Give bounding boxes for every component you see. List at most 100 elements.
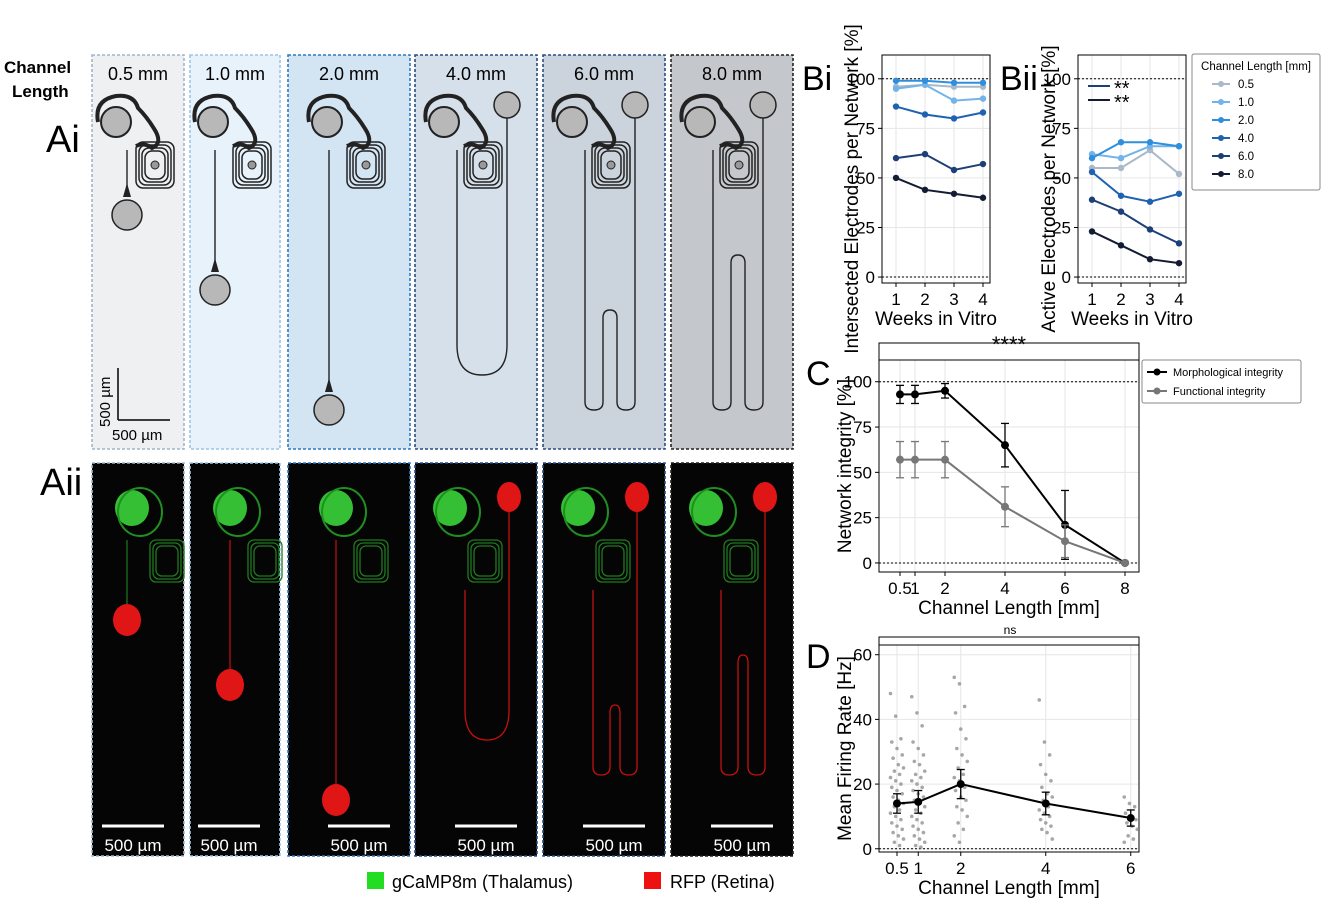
- raw-data-point: [891, 756, 895, 761]
- y-axis-label: Active Electrodes per Network [%]: [1039, 45, 1060, 332]
- image-frame: [189, 462, 281, 857]
- thalamus-well: [311, 106, 343, 138]
- device-outline: [306, 93, 372, 151]
- panel-label-Ai: Ai: [46, 119, 80, 161]
- raw-data-point: [888, 691, 893, 696]
- series-line-6.0: [895, 153, 984, 172]
- x-tick-label: 3: [949, 290, 958, 309]
- spiral-channel: [472, 150, 494, 180]
- thalamus-explant: [319, 490, 353, 526]
- device-outline: [95, 93, 161, 151]
- raw-data-point: [953, 711, 958, 715]
- x-tick-label: 4: [1041, 859, 1050, 878]
- data-point-6.0: [1146, 226, 1154, 233]
- thalamus-explant: [213, 490, 247, 526]
- retina-well: [621, 91, 649, 119]
- raw-data-point: [961, 772, 966, 777]
- raw-data-point: [916, 827, 921, 832]
- raw-data-point: [1038, 817, 1043, 822]
- x-tick-label: 4: [1000, 579, 1009, 598]
- image-scale-label: 500 µm: [457, 836, 514, 855]
- y-tick-label: 75: [856, 119, 875, 138]
- spiral-green: [598, 542, 628, 580]
- raw-data-point: [900, 791, 904, 796]
- thalamus-explant: [115, 490, 149, 526]
- y-tick-label: 50: [1052, 169, 1071, 188]
- data-point-2.0: [892, 77, 900, 84]
- raw-data-point: [1047, 753, 1052, 757]
- x-tick-label: 3: [1145, 290, 1154, 309]
- x-tick-label: 8: [1120, 579, 1129, 598]
- plot-frame: [1077, 54, 1187, 284]
- spiral-center: [150, 160, 160, 170]
- raw-data-point: [1132, 804, 1137, 809]
- panel-label-Bi: Bi: [802, 60, 832, 98]
- raw-data-point: [1049, 824, 1053, 828]
- raw-data-point: [921, 830, 926, 835]
- fluorescence-panel-2: 500 µm: [189, 462, 283, 857]
- significance-label: ns: [1004, 623, 1017, 637]
- x-tick-label: 2: [940, 579, 949, 598]
- legend-red-swatch: [644, 872, 661, 889]
- x-tick-label: 4: [978, 290, 987, 309]
- data-point-4.0: [1117, 192, 1125, 199]
- raw-data-point: [1043, 821, 1048, 825]
- raw-data-point: [912, 759, 917, 764]
- mean-point: [914, 797, 923, 806]
- data-point-8.0: [950, 190, 958, 197]
- data-point: [1001, 502, 1009, 511]
- x-tick-label: 0.5: [885, 859, 909, 878]
- axon-channel: [592, 512, 638, 776]
- x-tick-label: 6: [1060, 579, 1069, 598]
- schematic-row: 0.5 mm 1.0 mm 2.0 mm 4.0 mm 6.0 mm 8.0 mm: [91, 54, 794, 450]
- raw-data-point: [952, 775, 957, 780]
- spiral-channel: [597, 147, 625, 183]
- raw-data-point: [958, 727, 963, 731]
- legend-green-swatch: [367, 872, 384, 889]
- raw-data-point: [1134, 817, 1138, 822]
- channel-length-label-line2: Length: [12, 82, 69, 101]
- legend-label: 1.0: [1238, 97, 1254, 109]
- channel-length-label: 6.0 mm: [574, 64, 634, 84]
- raw-data-point: [955, 746, 959, 751]
- raw-data-point: [897, 843, 902, 848]
- raw-data-point: [1050, 795, 1055, 799]
- data-point-8.0: [979, 194, 987, 201]
- x-axis-label: Channel Length [mm]: [918, 878, 1100, 899]
- y-tick-label: 75: [853, 418, 872, 437]
- channel-length-label: 0.5 mm: [108, 64, 168, 84]
- y-tick-label: 60: [853, 646, 872, 665]
- raw-data-point: [911, 824, 915, 828]
- raw-data-point: [922, 769, 927, 773]
- legend-title: Channel Length [mm]: [1201, 61, 1311, 73]
- raw-data-point: [962, 704, 967, 709]
- raw-data-point: [957, 682, 962, 686]
- y-tick-label: 25: [1052, 218, 1071, 237]
- spiral-channel: [238, 147, 266, 183]
- raw-data-point: [893, 814, 898, 819]
- schematic-panel-2: 1.0 mm: [189, 54, 281, 450]
- data-point-6.0: [1117, 208, 1125, 215]
- series-line-2.0: [1091, 141, 1180, 159]
- channel-length-label-line1: Channel: [4, 58, 71, 77]
- retina-well: [111, 199, 143, 231]
- data-point-8.0: [1146, 256, 1154, 263]
- spiral-green: [250, 542, 280, 580]
- x-tick-label: 4: [1174, 290, 1183, 309]
- fluorescence-panel-3: 500 µm: [287, 462, 411, 857]
- legend-marker: [1218, 81, 1224, 87]
- x-tick-label: 6: [1126, 859, 1135, 878]
- data-point: [941, 386, 949, 395]
- legend-label: 0.5: [1238, 79, 1254, 91]
- spiral-green: [353, 539, 389, 583]
- image-frame: [670, 462, 794, 857]
- y-tick-label: 100: [844, 373, 872, 392]
- data-point-6.0: [921, 150, 929, 158]
- x-tick-label: 1: [1087, 290, 1096, 309]
- raw-data-point: [920, 821, 924, 825]
- data-point-8.0: [1088, 228, 1096, 235]
- y-tick-label: 0: [866, 268, 875, 287]
- data-point-4.0: [921, 111, 929, 118]
- annotation-stars: **: [1114, 78, 1130, 100]
